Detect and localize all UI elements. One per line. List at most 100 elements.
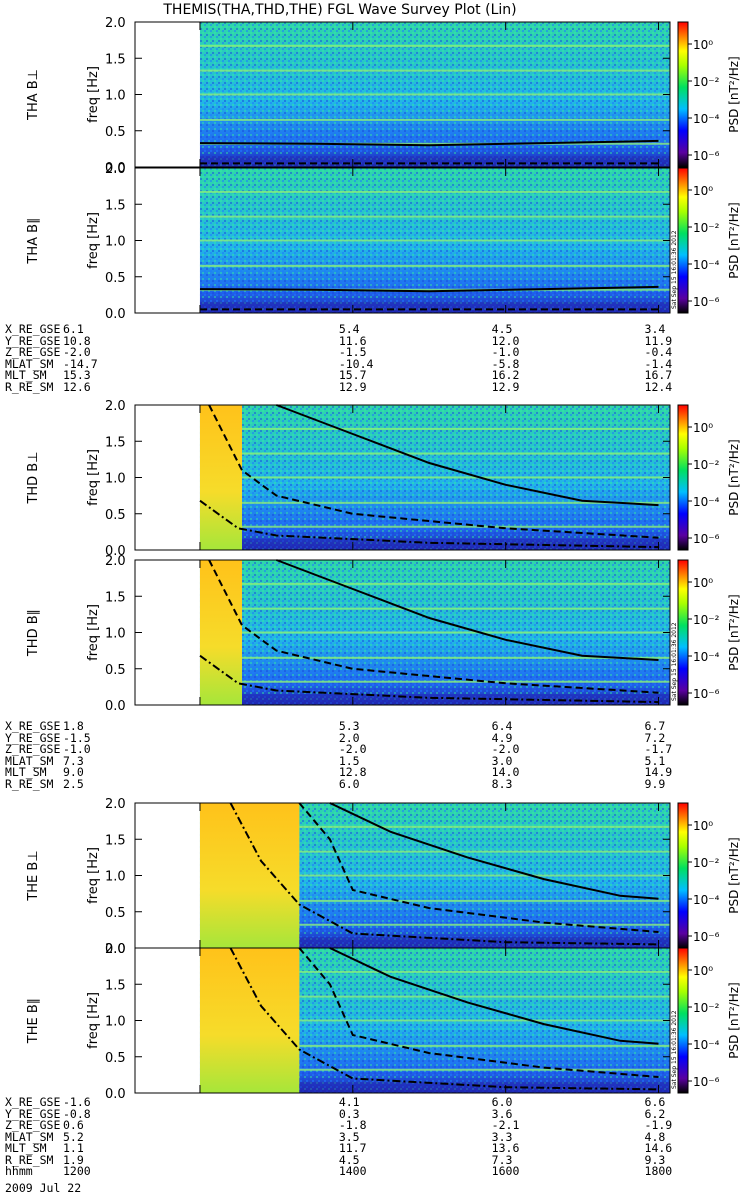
y-tick-label: 1.0	[105, 870, 126, 885]
ephemeris-value: 4.9	[491, 730, 513, 745]
colorbar-label: PSD [nT²/Hz]	[727, 594, 741, 670]
ephemeris-value: 12.4	[644, 379, 673, 394]
y-tick-label: 2.0	[105, 162, 126, 177]
y-tick-label: 2.0	[105, 942, 126, 957]
ephemeris-row-label: Z_RE_GSE	[5, 742, 61, 756]
y-axis-label: freq [Hz]	[86, 604, 101, 661]
y-tick-label: 1.5	[105, 978, 126, 993]
gyrofrequency-dashed-curve	[298, 947, 659, 1078]
ephemeris-row-label: X_RE_GSE	[5, 1095, 61, 1109]
gyrofrequency-dashed-curve	[208, 559, 659, 694]
ephemeris-row-label: R_RE_SM	[5, 776, 54, 791]
y-tick-label: 2.0	[105, 399, 126, 414]
panel-label: THD B∥	[26, 609, 41, 657]
ephemeris-value: 15.3	[63, 368, 91, 382]
y-tick-label: 1.5	[105, 435, 126, 450]
ephemeris-value: -1.0	[491, 345, 520, 359]
y-tick-label: 0.0	[105, 307, 126, 322]
colorbar-tick-label: 10⁻²	[693, 75, 720, 89]
ephemeris-value: -10.4	[338, 356, 374, 371]
y-tick-label: 0.0	[105, 942, 126, 957]
y-axis-label: freq [Hz]	[86, 847, 101, 904]
ephemeris-value: 5.2	[63, 1129, 84, 1144]
ephemeris-row-label: X_RE_GSE	[5, 322, 61, 336]
ephemeris-row-label: Y_RE_GSE	[5, 730, 61, 745]
ephemeris-value: 0.3	[338, 1106, 360, 1121]
ephemeris-row-label: MLAT_SM	[5, 356, 54, 371]
spectrogram-panel: 0.0 0.5 1.0 1.5 2.0 freq [Hz] THD B∥	[26, 554, 671, 714]
y-tick-label: 0.5	[105, 271, 126, 286]
ephemeris-value: 1.8	[63, 719, 84, 733]
timestamp-stamp: Sat Sep 15 16:01:36 2012	[671, 1010, 678, 1089]
low-frequency-band	[199, 156, 670, 167]
y-tick-label: 0.5	[105, 906, 126, 921]
y-tick-label: 1.5	[105, 833, 126, 848]
figure-title: THEMIS(THA,THD,THE) FGL Wave Survey Plot…	[163, 2, 517, 18]
ephemeris-value: 11.7	[338, 1141, 367, 1155]
ephemeris-value: -2.0	[63, 345, 91, 359]
ephemeris-value: 6.0	[491, 1095, 513, 1109]
ephemeris-value: 1.5	[338, 753, 360, 768]
y-tick-label: 1.0	[105, 235, 126, 250]
ephemeris-value: 5.3	[338, 719, 360, 733]
ephemeris-value: -14.7	[63, 356, 98, 371]
ephemeris-value: 1400	[338, 1164, 367, 1178]
ephemeris-row-label: MLT_SM	[5, 1141, 47, 1155]
spectrogram-panel: 0.0 0.5 1.0 1.5 2.0 freq [Hz] THE B∥	[26, 942, 671, 1102]
ephemeris-row-label: MLT_SM	[5, 368, 47, 382]
gyrofrequency-dashdot-curve	[229, 947, 659, 1091]
colorbar-tick-label: 10⁻²	[693, 613, 720, 627]
ephemeris-row-label: R_RE_SM	[5, 379, 54, 394]
colorbar	[677, 21, 689, 168]
ephemeris-value: 6.2	[644, 1106, 666, 1121]
colorbar-tick-label: 10⁻⁶	[693, 930, 720, 944]
panel-label: THD B⊥	[26, 451, 41, 504]
ephemeris-value: 10.8	[63, 333, 91, 348]
colorbar-tick-label: 10⁻⁶	[693, 532, 720, 546]
low-frequency-band	[299, 937, 670, 948]
y-tick-label: 1.5	[105, 52, 126, 67]
colorbar-tick-label: 10⁻²	[693, 458, 720, 472]
ephemeris-value: 8.3	[491, 776, 513, 791]
y-axis-label: freq [Hz]	[86, 212, 101, 269]
colorbar-tick-label: 10⁰	[693, 184, 713, 198]
gyrofrequency-dashdot-curve	[229, 802, 659, 946]
ephemeris-value: -1.4	[644, 356, 673, 371]
ephemeris-value: 9.3	[644, 1152, 666, 1167]
ephemeris-value: 12.9	[491, 379, 520, 394]
colorbar-tick-label: 10⁰	[693, 576, 713, 590]
y-axis-label: freq [Hz]	[86, 449, 101, 506]
ephemeris-value: -2.0	[338, 742, 367, 756]
ephemeris-value: 0.6	[63, 1118, 84, 1132]
low-frequency-band	[199, 302, 670, 313]
colorbar-label: PSD [nT²/Hz]	[727, 837, 741, 913]
colorbar-label: PSD [nT²/Hz]	[727, 202, 741, 278]
high-power-region	[199, 803, 300, 948]
low-frequency-band	[242, 539, 670, 550]
y-tick-label: 0.5	[105, 1051, 126, 1066]
gyrofrequency-dashed-curve	[298, 802, 659, 933]
ephemeris-row-label: Y_RE_GSE	[5, 1106, 61, 1121]
colorbar-tick-label: 10⁰	[693, 421, 713, 435]
ephemeris-value: 3.6	[491, 1106, 513, 1121]
ephemeris-value: -0.8	[63, 1106, 91, 1121]
low-frequency-band	[242, 694, 670, 705]
colorbar-tick-label: 10⁻⁶	[693, 149, 720, 163]
ephemeris-value: 7.2	[644, 730, 666, 745]
y-tick-label: 0.5	[105, 663, 126, 678]
ephemeris-row-label: Y_RE_GSE	[5, 333, 61, 348]
gyrofrequency-solid-curve	[329, 947, 659, 1045]
gyrofrequency-dashed-curve	[208, 404, 659, 539]
gyrofrequency-solid-curve	[199, 139, 659, 147]
ephemeris-value: -1.7	[644, 742, 673, 756]
colorbar-tick-label: 10⁻⁴	[693, 258, 720, 272]
gyrofrequency-solid-curve	[276, 404, 659, 507]
ephemeris-value: -2.1	[491, 1118, 520, 1132]
colorbar-tick-label: 10⁻²	[693, 1001, 720, 1015]
y-tick-label: 2.0	[105, 797, 126, 812]
ephemeris-value: 4.8	[644, 1129, 666, 1144]
colorbar-tick-label: 10⁻²	[693, 221, 720, 235]
ephemeris-value: -1.0	[63, 742, 91, 756]
ephemeris-value: 2.0	[338, 730, 360, 745]
ephemeris-value: -1.8	[338, 1118, 367, 1132]
